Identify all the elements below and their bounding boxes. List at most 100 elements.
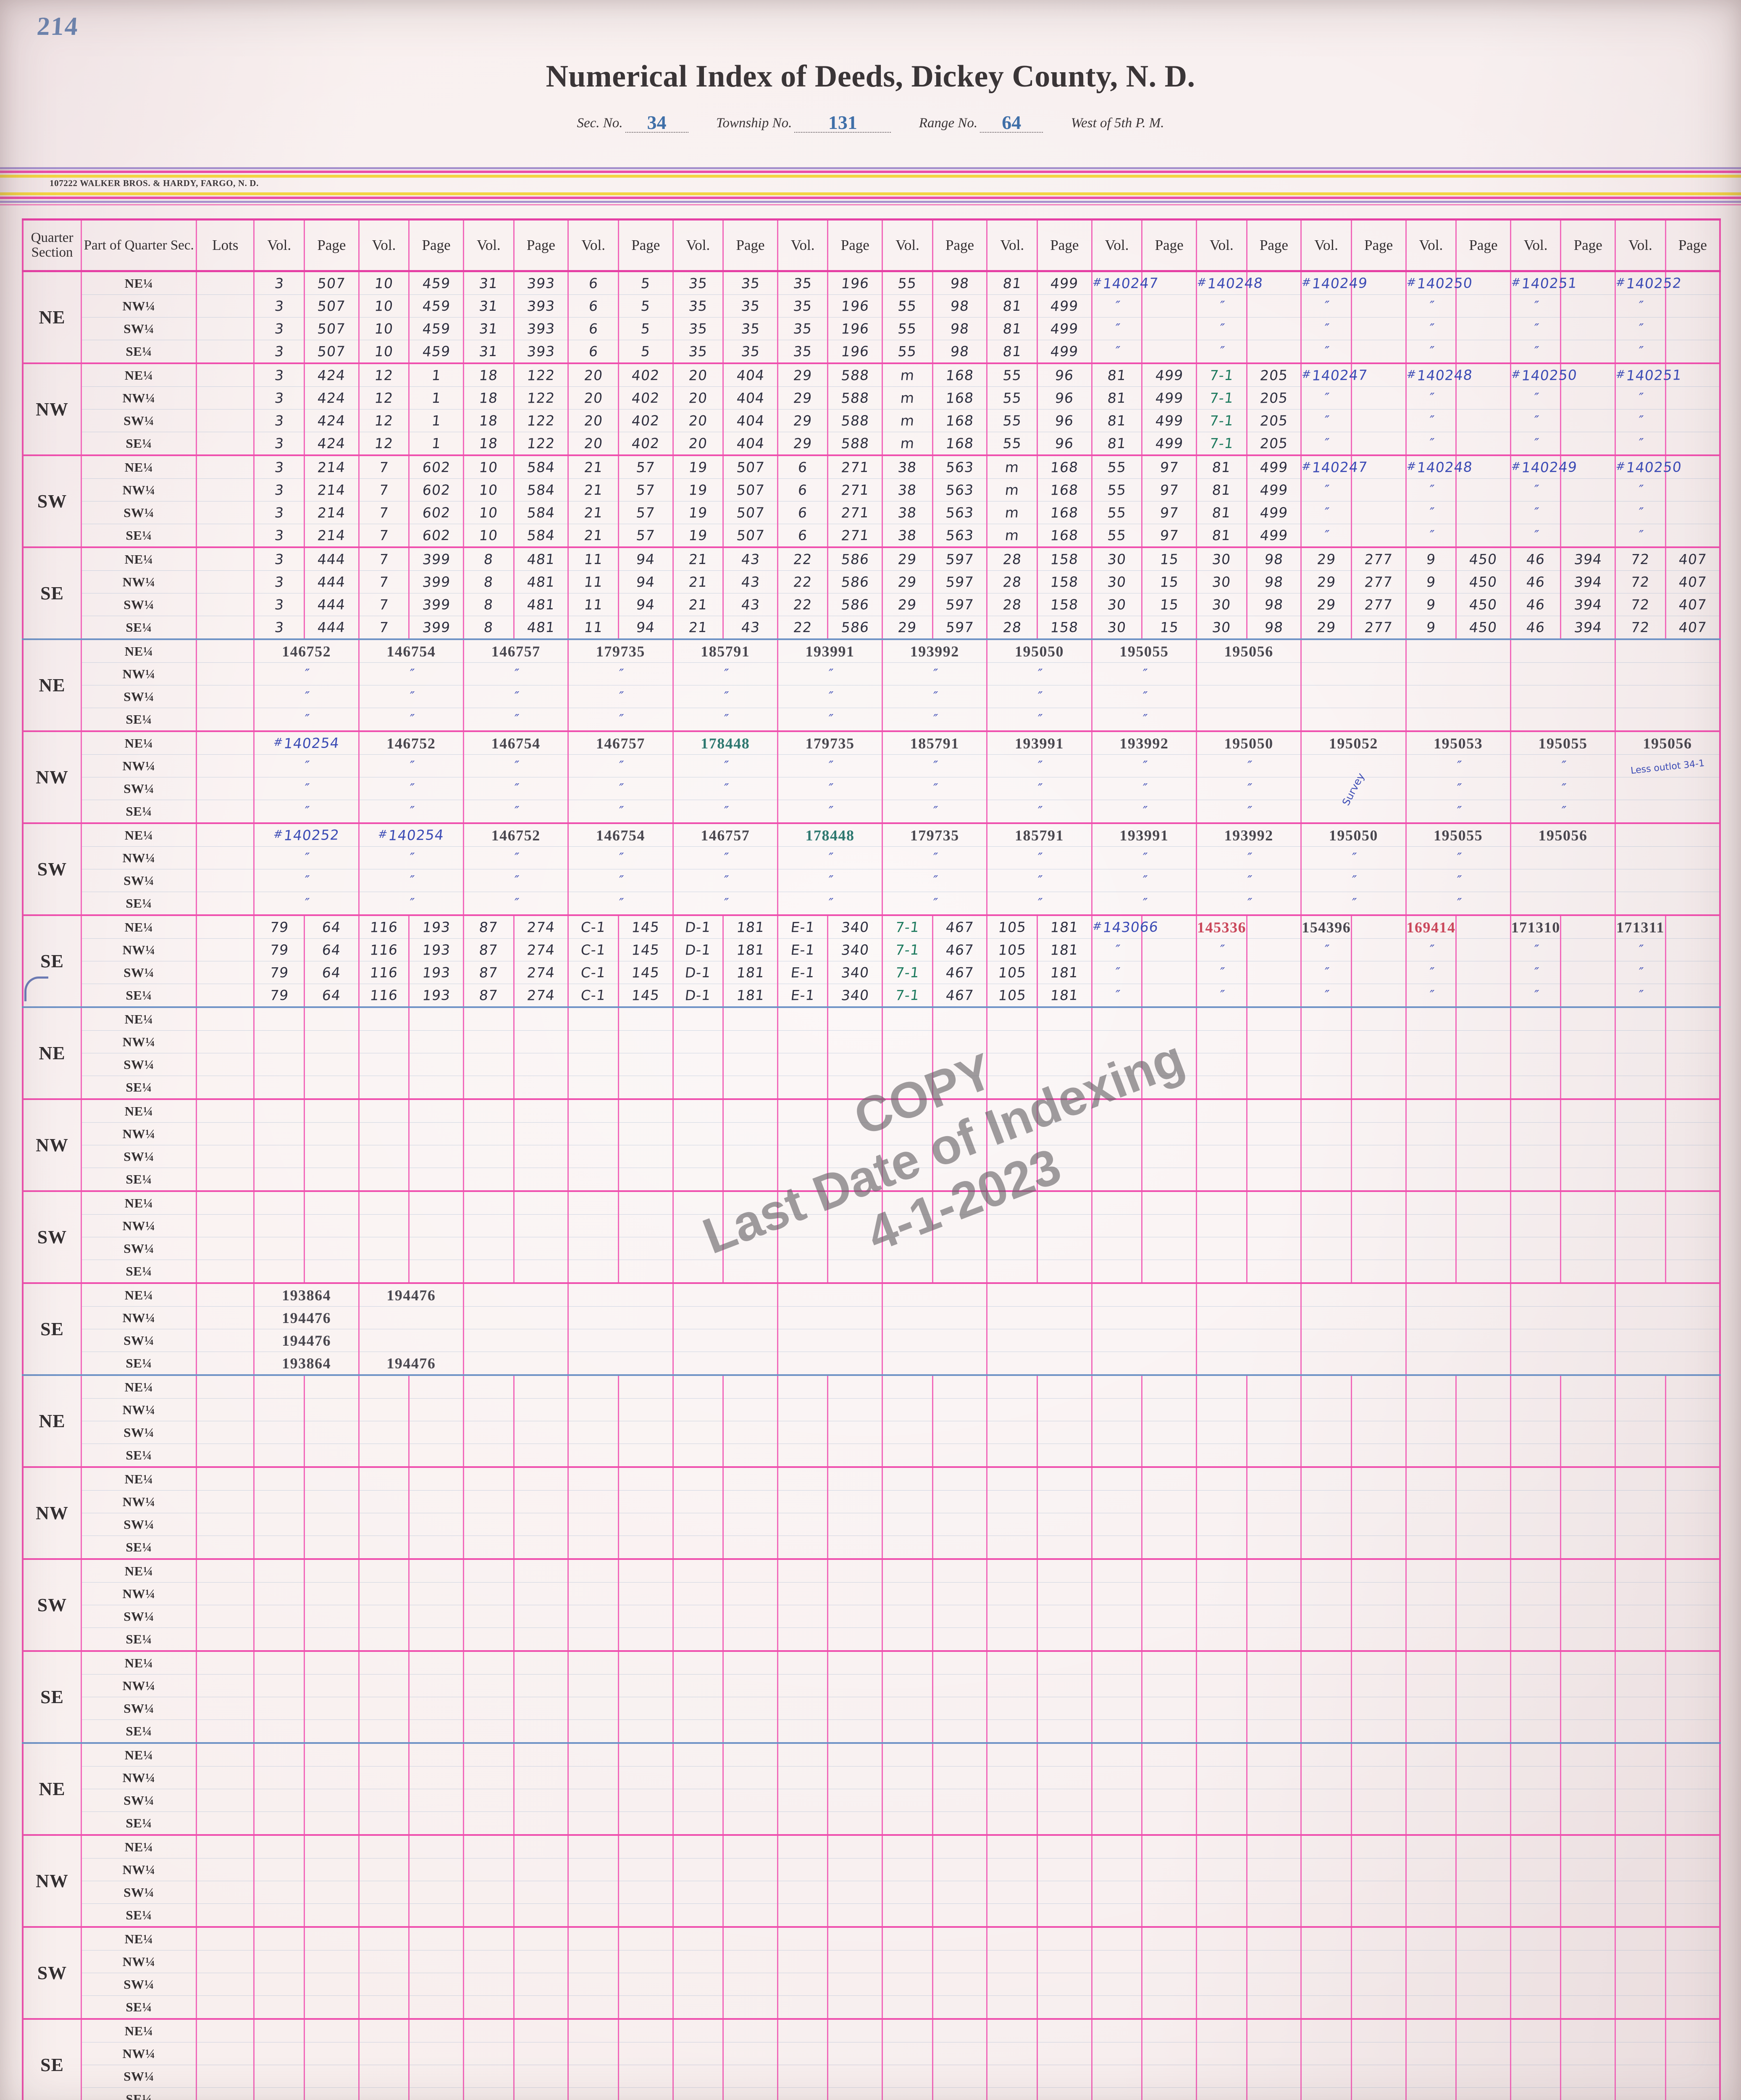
vol-cell-1[interactable]: 3 bbox=[253, 294, 305, 318]
stamp-cell-6[interactable]: ″ bbox=[777, 892, 883, 916]
stamp-cell-12[interactable]: 195053 bbox=[1405, 731, 1511, 755]
page-cell-13[interactable] bbox=[1560, 1260, 1616, 1284]
vol-cell-10[interactable]: 7-1 bbox=[1195, 432, 1247, 456]
vol-cell-13[interactable] bbox=[1510, 1674, 1562, 1697]
page-cell-1[interactable] bbox=[304, 2042, 360, 2065]
vol-cell-14[interactable] bbox=[1615, 1559, 1666, 1583]
vol-cell-1[interactable] bbox=[253, 1030, 305, 1053]
vol-cell-6[interactable]: 6 bbox=[777, 478, 829, 501]
page-cell-7[interactable]: 168 bbox=[932, 432, 988, 456]
vol-cell-6[interactable]: 6 bbox=[777, 455, 829, 479]
vol-cell-14[interactable] bbox=[1615, 2087, 1666, 2100]
page-cell-8[interactable] bbox=[1037, 1858, 1092, 1881]
stamp-cell-12[interactable]: ″ bbox=[1405, 892, 1511, 916]
page-cell-5[interactable] bbox=[722, 1973, 778, 1996]
page-cell-11[interactable] bbox=[1350, 340, 1407, 364]
vol-cell-9[interactable] bbox=[1091, 1444, 1143, 1468]
page-cell-9[interactable] bbox=[1141, 961, 1197, 984]
vol-cell-8[interactable]: 105 bbox=[986, 938, 1038, 961]
vol-cell-11[interactable] bbox=[1300, 1719, 1352, 1744]
vol-cell-14[interactable] bbox=[1615, 1789, 1666, 1812]
stamp-cell-7[interactable]: ″ bbox=[882, 892, 988, 916]
stamp-cell-11[interactable]: ″ bbox=[1300, 869, 1407, 892]
stamp-cell-13[interactable]: 195056 bbox=[1510, 823, 1616, 847]
vol-cell-3[interactable]: 18 bbox=[462, 432, 515, 456]
vol-cell-14[interactable] bbox=[1615, 1375, 1666, 1399]
vol-cell-7[interactable] bbox=[882, 1398, 933, 1421]
page-cell-14[interactable] bbox=[1665, 1743, 1721, 1767]
vol-cell-1[interactable] bbox=[253, 1444, 305, 1468]
vol-cell-1[interactable] bbox=[253, 1881, 305, 1904]
stamp-cell-8[interactable]: ″ bbox=[986, 800, 1092, 824]
page-cell-13[interactable] bbox=[1560, 2019, 1616, 2042]
vol-cell-7[interactable] bbox=[882, 1674, 933, 1697]
lots-cell[interactable] bbox=[196, 1260, 255, 1284]
vol-cell-9[interactable]: ″ bbox=[1091, 340, 1143, 364]
vol-cell-5[interactable] bbox=[672, 1444, 724, 1468]
page-cell-4[interactable]: 57 bbox=[617, 455, 674, 479]
lots-cell[interactable] bbox=[196, 294, 255, 318]
page-cell-2[interactable] bbox=[408, 1651, 464, 1675]
vol-cell-12[interactable]: 9 bbox=[1405, 593, 1457, 616]
vol-cell-7[interactable] bbox=[882, 2019, 933, 2042]
page-cell-12[interactable] bbox=[1455, 1513, 1511, 1536]
vol-cell-12[interactable] bbox=[1405, 1007, 1457, 1031]
stamp-cell-13[interactable] bbox=[1510, 892, 1616, 916]
stamp-cell-1[interactable]: #140252 bbox=[253, 823, 360, 847]
page-cell-2[interactable] bbox=[408, 1811, 464, 1836]
page-cell-13[interactable] bbox=[1560, 1811, 1616, 1836]
page-cell-12[interactable] bbox=[1455, 363, 1511, 387]
vol-cell-14[interactable] bbox=[1615, 1950, 1666, 1973]
stamp-cell-10[interactable] bbox=[1195, 1306, 1302, 1329]
page-cell-4[interactable] bbox=[617, 1053, 674, 1076]
vol-cell-10[interactable] bbox=[1195, 1651, 1247, 1675]
vol-cell-5[interactable]: 19 bbox=[672, 478, 724, 501]
vol-cell-7[interactable] bbox=[882, 1881, 933, 1904]
page-cell-14[interactable] bbox=[1665, 1950, 1721, 1973]
page-cell-14[interactable] bbox=[1665, 1811, 1721, 1836]
vol-cell-7[interactable]: 38 bbox=[882, 524, 933, 548]
vol-cell-3[interactable] bbox=[462, 1950, 515, 1973]
vol-cell-10[interactable]: ″ bbox=[1195, 340, 1247, 364]
vol-cell-12[interactable] bbox=[1405, 1421, 1457, 1444]
vol-cell-10[interactable] bbox=[1195, 1743, 1247, 1767]
page-cell-11[interactable] bbox=[1350, 1927, 1407, 1950]
page-cell-3[interactable]: 481 bbox=[513, 616, 569, 640]
page-cell-8[interactable]: 181 bbox=[1037, 915, 1092, 939]
page-cell-3[interactable] bbox=[513, 1789, 569, 1812]
vol-cell-5[interactable]: D-1 bbox=[672, 915, 724, 939]
stamp-cell-2[interactable]: 146754 bbox=[358, 639, 464, 663]
page-cell-11[interactable] bbox=[1350, 1605, 1407, 1628]
vol-cell-3[interactable] bbox=[462, 1145, 515, 1168]
vol-cell-6[interactable] bbox=[777, 1927, 829, 1950]
page-cell-10[interactable] bbox=[1246, 1697, 1302, 1720]
stamp-cell-3[interactable]: ″ bbox=[462, 869, 569, 892]
page-cell-3[interactable]: 393 bbox=[513, 340, 569, 364]
vol-cell-14[interactable]: 72 bbox=[1615, 616, 1666, 640]
page-cell-13[interactable] bbox=[1560, 1490, 1616, 1513]
vol-cell-11[interactable]: ″ bbox=[1300, 938, 1352, 961]
vol-cell-10[interactable] bbox=[1195, 1214, 1247, 1237]
vol-cell-12[interactable]: ″ bbox=[1405, 524, 1457, 548]
page-cell-12[interactable] bbox=[1455, 2087, 1511, 2100]
stamp-cell-1[interactable]: ″ bbox=[253, 800, 360, 824]
page-cell-9[interactable] bbox=[1141, 2065, 1197, 2088]
vol-cell-8[interactable] bbox=[986, 1375, 1038, 1399]
page-cell-12[interactable] bbox=[1455, 1995, 1511, 2020]
vol-cell-8[interactable] bbox=[986, 1651, 1038, 1675]
vol-cell-14[interactable]: ″ bbox=[1615, 478, 1666, 501]
stamp-cell-7[interactable]: 193992 bbox=[882, 639, 988, 663]
page-cell-4[interactable] bbox=[617, 1858, 674, 1881]
vol-cell-7[interactable]: m bbox=[882, 363, 933, 387]
vol-cell-13[interactable] bbox=[1510, 1651, 1562, 1675]
vol-cell-1[interactable]: 3 bbox=[253, 409, 305, 432]
lots-cell[interactable] bbox=[196, 2065, 255, 2088]
page-cell-11[interactable] bbox=[1350, 409, 1407, 432]
page-cell-8[interactable]: 158 bbox=[1037, 593, 1092, 616]
stamp-cell-13[interactable] bbox=[1510, 846, 1616, 869]
page-cell-6[interactable] bbox=[827, 1995, 883, 2020]
page-cell-14[interactable] bbox=[1665, 1835, 1721, 1858]
vol-cell-13[interactable] bbox=[1510, 1467, 1562, 1491]
page-cell-9[interactable] bbox=[1141, 1674, 1197, 1697]
vol-cell-3[interactable]: 8 bbox=[462, 616, 515, 640]
